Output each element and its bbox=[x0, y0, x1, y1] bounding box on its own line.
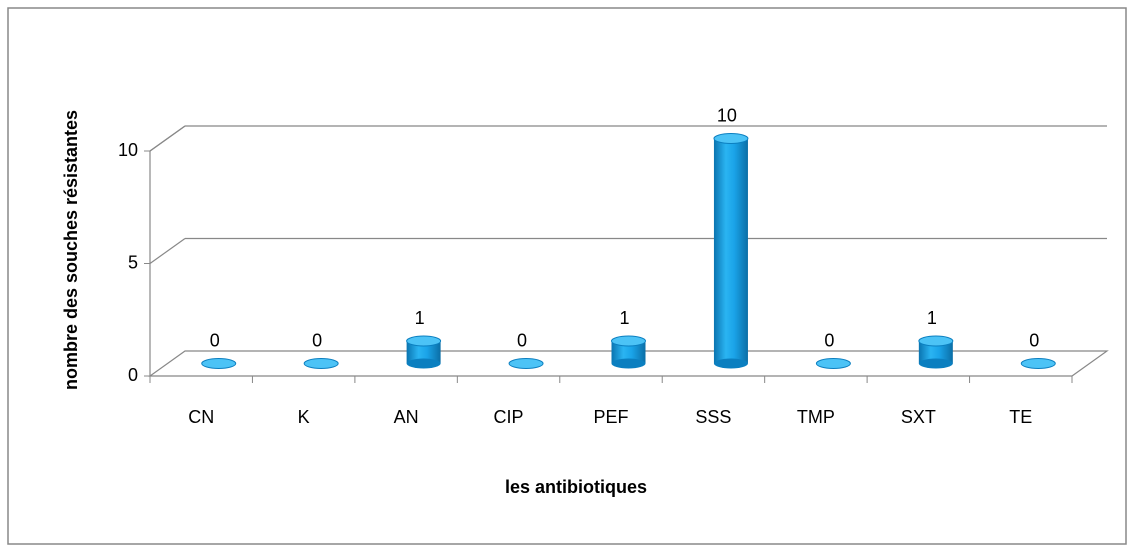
x-tick-label: K bbox=[298, 407, 310, 427]
data-label: 0 bbox=[824, 330, 834, 350]
x-tick-label: TE bbox=[1009, 407, 1032, 427]
bar-top bbox=[406, 335, 442, 347]
bar-top bbox=[815, 358, 851, 369]
bar-base bbox=[918, 358, 953, 369]
data-label: 0 bbox=[312, 330, 322, 350]
x-tick-label: SSS bbox=[695, 407, 731, 427]
x-axis-title: les antibiotiques bbox=[505, 477, 647, 497]
bar-top bbox=[713, 133, 749, 144]
bar-base bbox=[713, 358, 748, 369]
bar-top bbox=[918, 335, 954, 347]
y-axis-side bbox=[149, 125, 186, 152]
x-tick-label: SXT bbox=[901, 407, 936, 427]
y-tick-label: 10 bbox=[118, 140, 138, 160]
x-tick-label: AN bbox=[394, 407, 419, 427]
data-label: 1 bbox=[415, 308, 425, 328]
bar-top bbox=[303, 358, 339, 369]
chart-frame bbox=[7, 7, 1127, 545]
data-label: 0 bbox=[210, 330, 220, 350]
data-label: 1 bbox=[619, 308, 629, 328]
bar-top bbox=[611, 335, 646, 347]
bar-top bbox=[201, 358, 237, 369]
bar-top bbox=[508, 358, 544, 369]
data-label: 0 bbox=[1029, 330, 1039, 350]
bar-base bbox=[406, 358, 441, 369]
data-label: 10 bbox=[717, 105, 737, 125]
data-label: 1 bbox=[927, 308, 937, 328]
x-tick-label: TMP bbox=[797, 407, 835, 427]
bar bbox=[611, 341, 646, 364]
y-tick-label: 0 bbox=[128, 365, 138, 385]
bar-top bbox=[1020, 358, 1056, 369]
bar bbox=[918, 341, 953, 364]
y-tick-label: 5 bbox=[128, 252, 138, 272]
bar bbox=[713, 138, 748, 364]
data-label: 0 bbox=[517, 330, 527, 350]
y-axis-title: nombre des souches résistantes bbox=[61, 110, 81, 390]
x-tick-label: PEF bbox=[593, 407, 628, 427]
x-tick-label: CN bbox=[188, 407, 214, 427]
bar-base bbox=[611, 358, 646, 369]
bar bbox=[406, 341, 441, 364]
grid-line bbox=[149, 238, 186, 264]
x-tick-label: CIP bbox=[494, 407, 524, 427]
